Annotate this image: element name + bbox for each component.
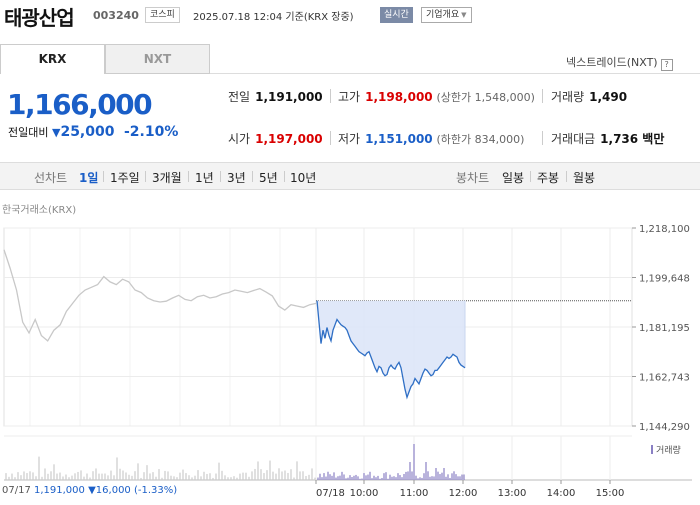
volume-legend: 거래량 — [651, 443, 681, 456]
exchange-label: 한국거래소(KRX) — [2, 205, 77, 216]
period-1w[interactable]: 1주일 — [110, 171, 140, 185]
divider — [330, 131, 331, 145]
x-tick-label: 13:00 — [498, 488, 527, 499]
previous-day-line — [3, 249, 317, 342]
quote-label: 전일 — [228, 90, 251, 104]
x-tick-label: 07/18 — [316, 488, 345, 499]
nexttrade-info[interactable]: 넥스트레이드(NXT)? — [566, 54, 673, 71]
down-triangle-icon: ▼ — [51, 126, 61, 139]
y-tick-label: 1,144,290 — [639, 422, 690, 433]
prev-close-info: 1,191,000 ▼16,000 (-1.33%) — [34, 485, 177, 496]
x-tick-label: 12:00 — [449, 488, 478, 499]
candle-chart-label: 봉차트 — [456, 171, 490, 185]
period-1y[interactable]: 1년 — [195, 171, 214, 185]
quote-label: 고가 — [338, 90, 361, 104]
y-tick-label: 1,181,195 — [639, 323, 690, 334]
exchange-tabs: KRX NXT — [0, 44, 210, 74]
realtime-badge: 실시간 — [380, 7, 413, 23]
stock-name: 태광산업 — [4, 6, 75, 30]
change-label: 전일대비 — [8, 126, 49, 139]
period-10y[interactable]: 10년 — [290, 171, 317, 185]
quote-value: 1,191,000 — [255, 90, 323, 104]
divider — [145, 171, 146, 182]
corp-info-label: 기업개요 — [426, 10, 460, 20]
today-price-line — [316, 300, 466, 400]
quote-prev-close: 전일 1,191,000 — [228, 88, 323, 105]
divider — [542, 89, 543, 103]
tab-divider — [210, 73, 700, 74]
divider — [530, 171, 531, 182]
datetime-label: 2025.07.18 12:04 기준(KRX 장중) — [193, 12, 354, 23]
upper-limit: (상한가 1,548,000) — [436, 91, 535, 104]
period-5y[interactable]: 5년 — [259, 171, 278, 185]
divider — [188, 171, 189, 182]
line-chart-label: 선차트 — [34, 171, 68, 185]
help-icon[interactable]: ? — [660, 59, 673, 71]
quote-amount: 거래대금 1,736 백만 — [551, 130, 664, 147]
period-3y[interactable]: 3년 — [227, 171, 246, 185]
quote-value: 1,151,000 — [365, 132, 433, 146]
quote-label: 시가 — [228, 132, 251, 146]
market-badge: 코스피 — [145, 7, 180, 23]
quote-value: 1,197,000 — [255, 132, 323, 146]
nexttrade-label: 넥스트레이드(NXT) — [566, 56, 658, 69]
prev-close-value: 1,191,000 — [34, 485, 85, 496]
period-bar: 선차트 1일 1주일 3개월 1년 3년 5년 10년 봉차트 일봉 주봉 월봉 — [0, 162, 700, 190]
quote-volume: 거래량 1,490 — [551, 88, 627, 105]
quote-label: 거래대금 — [551, 132, 596, 146]
volume-swatch — [651, 445, 653, 454]
x-tick-label: 14:00 — [547, 488, 576, 499]
quote-low: 저가 1,151,000 (하한가 834,000) — [338, 130, 524, 147]
divider — [330, 89, 331, 103]
price-change-row: 전일대비 ▼25,000 -2.10% — [8, 124, 178, 140]
stock-code: 003240 — [93, 9, 139, 22]
candle-weekly[interactable]: 주봉 — [537, 171, 560, 185]
candle-monthly[interactable]: 월봉 — [573, 171, 596, 185]
stock-header: 태광산업 003240 코스피 2025.07.18 12:04 기준(KRX … — [0, 0, 700, 32]
y-tick-label: 1,218,100 — [639, 224, 690, 235]
change-rate: -2.10% — [123, 124, 179, 140]
caret-down-icon: ▼ — [461, 11, 467, 19]
divider — [542, 131, 543, 145]
quote-high: 고가 1,198,000 (상한가 1,548,000) — [338, 88, 535, 105]
quote-value: 1,736 백만 — [600, 132, 665, 146]
lower-limit: (하한가 834,000) — [436, 133, 525, 146]
tab-krx[interactable]: KRX — [0, 44, 105, 74]
x-tick-label: 10:00 — [350, 488, 379, 499]
x-tick-label: 15:00 — [596, 488, 625, 499]
divider — [220, 171, 221, 182]
x-tick-label: 11:00 — [400, 488, 429, 499]
quote-value: 1,198,000 — [365, 90, 433, 104]
today-fill-area — [317, 300, 465, 398]
corp-info-button[interactable]: 기업개요 ▼ — [421, 7, 472, 23]
period-1d[interactable]: 1일 — [79, 171, 99, 185]
volume-legend-label: 거래량 — [656, 446, 681, 456]
candle-daily[interactable]: 일봉 — [502, 171, 525, 185]
y-tick-label: 1,199,648 — [639, 273, 690, 284]
quote-value: 1,490 — [589, 90, 628, 104]
prev-date: 07/17 — [2, 485, 31, 496]
quote-label: 거래량 — [551, 90, 585, 104]
prev-change-value: 16,000 — [95, 485, 131, 496]
period-3m[interactable]: 3개월 — [152, 171, 182, 185]
change-amount: 25,000 — [60, 124, 115, 140]
current-price: 1,166,000 — [7, 88, 153, 121]
divider — [252, 171, 253, 182]
y-tick-label: 1,162,743 — [639, 372, 690, 383]
quote-open: 시가 1,197,000 — [228, 130, 323, 147]
divider — [284, 171, 285, 182]
prev-change-rate: (-1.33%) — [133, 485, 178, 496]
tab-nxt[interactable]: NXT — [105, 44, 210, 74]
down-triangle-icon: ▼ — [88, 485, 96, 496]
divider — [566, 171, 567, 182]
quote-label: 저가 — [338, 132, 361, 146]
divider — [103, 171, 104, 182]
